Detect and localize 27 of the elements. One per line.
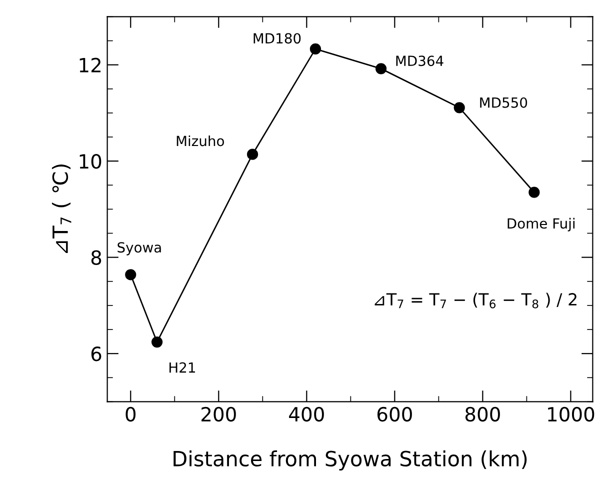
point <box>528 186 540 198</box>
point <box>310 43 322 54</box>
y-tick-label: 6 <box>91 346 102 362</box>
y-tick-label: 10 <box>80 154 102 169</box>
point <box>454 102 465 114</box>
x-tick-label: 800 <box>465 406 500 422</box>
y-tick-label: 12 <box>80 58 100 72</box>
point <box>375 63 387 74</box>
annotation: MD180 <box>254 33 301 44</box>
annotation: MD364 <box>396 56 444 66</box>
text: ⊿T$_{7}$ = T$_{7}$ − (T$_{6}$ − T$_{8}$ ) / 2 <box>374 292 576 308</box>
x-tick-label: 200 <box>202 406 236 422</box>
x-tick-label: 1000 <box>548 406 594 422</box>
annotation: Mizuho <box>176 135 224 146</box>
annotation: Dome Fuji <box>508 218 575 232</box>
point <box>125 269 136 280</box>
x-axis-title: Distance from Syowa Station (km) <box>174 450 527 471</box>
y-tick-label: 8 <box>91 250 102 265</box>
annotation: Syowa <box>118 242 161 256</box>
annotation: MD550 <box>480 97 528 108</box>
annotation: H21 <box>170 362 195 373</box>
point <box>246 148 258 160</box>
x-tick-label: 400 <box>289 406 324 422</box>
x-tick-label: 0 <box>126 406 136 422</box>
point <box>151 336 163 348</box>
x-tick-label: 600 <box>377 406 412 422</box>
y-axis-title: ⊿T$_{7}$ ( ℃) <box>52 164 72 253</box>
